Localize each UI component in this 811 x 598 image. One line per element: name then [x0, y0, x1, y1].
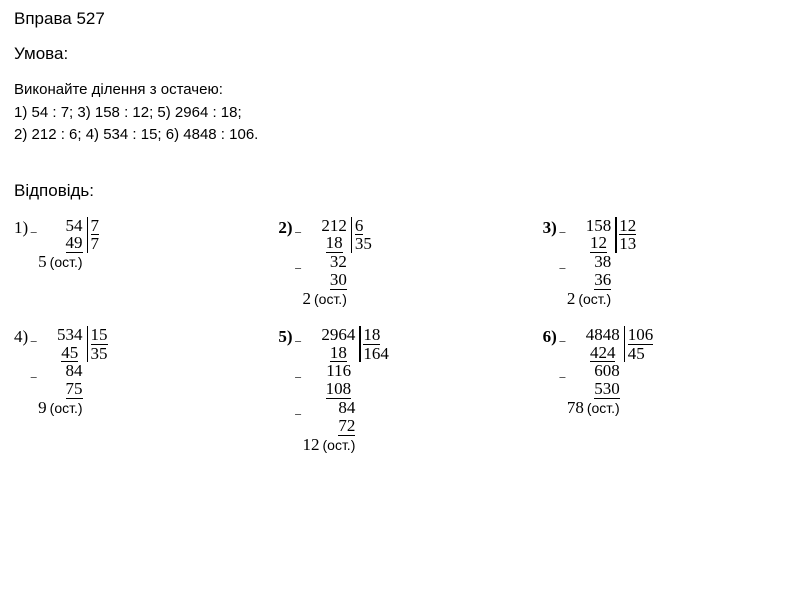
subtrahend-2: 530 — [594, 380, 620, 399]
partial-2: 608 — [594, 361, 620, 380]
task-line-2: 2) 212 : 6; 4) 534 : 15; 6) 4848 : 106. — [14, 125, 797, 145]
solution-5: 5) −2964 18 −116 108 −84 72 12(ост.) 18 … — [278, 326, 532, 454]
remainder: 9 — [38, 398, 47, 417]
subtrahend-1: 45 — [61, 344, 78, 363]
solution-4: 4) −534 45 −84 75 9(ост.) 15 35 — [14, 326, 268, 454]
solution-number-2: 2) — [278, 217, 292, 236]
quotient: 164 — [363, 345, 389, 363]
remainder: 12 — [303, 435, 320, 454]
long-division-2: −212 18 −32 30 2(ост.) 6 35 — [303, 217, 372, 308]
solution-number-1: 1) — [14, 217, 28, 236]
solutions-grid: 1) −54 49 5(ост.) 7 7 2) −212 18 −32 30 … — [14, 217, 797, 454]
divisor: 12 — [619, 217, 636, 236]
remainder: 2 — [567, 289, 576, 308]
divisor: 106 — [628, 326, 654, 345]
quotient: 35 — [355, 235, 372, 253]
subtrahend: 49 — [66, 234, 83, 253]
quotient: 13 — [619, 235, 636, 253]
subtrahend-2: 108 — [326, 380, 352, 399]
umova-label: Умова: — [14, 43, 797, 66]
quotient: 35 — [91, 345, 108, 363]
divisor: 18 — [363, 326, 380, 345]
solution-3: 3) −158 12 −38 36 2(ост.) 12 13 — [543, 217, 797, 308]
remainder: 78 — [567, 398, 584, 417]
divisor: 15 — [91, 326, 108, 345]
answer-label: Відповідь: — [14, 180, 797, 203]
ost-label: (ост.) — [323, 437, 356, 453]
ost-label: (ост.) — [587, 400, 620, 416]
remainder: 5 — [38, 252, 47, 271]
partial-2: 38 — [594, 252, 611, 271]
quotient: 45 — [628, 345, 654, 363]
dividend: 54 — [66, 216, 83, 235]
subtrahend-2: 36 — [594, 271, 611, 290]
remainder: 2 — [303, 289, 312, 308]
subtrahend-2: 30 — [330, 271, 347, 290]
partial-2: 84 — [66, 361, 83, 380]
long-division-5: −2964 18 −116 108 −84 72 12(ост.) 18 164 — [303, 326, 389, 454]
ost-label: (ост.) — [50, 254, 83, 270]
solution-6: 6) −4848 424 −608 530 78(ост.) 106 45 — [543, 326, 797, 454]
solution-number-5: 5) — [278, 326, 292, 345]
solution-number-6: 6) — [543, 326, 557, 345]
dividend: 212 — [321, 216, 347, 235]
partial-2: 116 — [326, 361, 351, 380]
ost-label: (ост.) — [50, 400, 83, 416]
long-division-3: −158 12 −38 36 2(ост.) 12 13 — [567, 217, 636, 308]
exercise-title: Вправа 527 — [14, 8, 797, 31]
task-prompt: Виконайте ділення з остачею: — [14, 80, 797, 100]
subtrahend-1: 12 — [590, 234, 607, 253]
dividend: 158 — [586, 216, 612, 235]
task-line-1: 1) 54 : 7; 3) 158 : 12; 5) 2964 : 18; — [14, 103, 797, 123]
quotient: 7 — [91, 235, 100, 253]
subtrahend-2: 75 — [66, 380, 83, 399]
subtrahend-1: 424 — [590, 344, 616, 363]
long-division-4: −534 45 −84 75 9(ост.) 15 35 — [38, 326, 107, 417]
divisor: 7 — [91, 217, 100, 236]
long-division-6: −4848 424 −608 530 78(ост.) 106 45 — [567, 326, 653, 417]
ost-label: (ост.) — [314, 291, 347, 307]
ost-label: (ост.) — [578, 291, 611, 307]
dividend: 4848 — [586, 325, 620, 344]
dividend: 534 — [57, 325, 83, 344]
solution-number-3: 3) — [543, 217, 557, 236]
solution-1: 1) −54 49 5(ост.) 7 7 — [14, 217, 268, 308]
divisor: 6 — [355, 217, 364, 236]
partial-2: 32 — [330, 252, 347, 271]
subtrahend-3: 72 — [338, 417, 355, 436]
partial-3: 84 — [338, 398, 355, 417]
subtrahend-1: 18 — [326, 234, 343, 253]
dividend: 2964 — [321, 325, 355, 344]
long-division-1: −54 49 5(ост.) 7 7 — [38, 217, 99, 272]
solution-number-4: 4) — [14, 326, 28, 345]
solution-2: 2) −212 18 −32 30 2(ост.) 6 35 — [278, 217, 532, 308]
subtrahend-1: 18 — [330, 344, 347, 363]
